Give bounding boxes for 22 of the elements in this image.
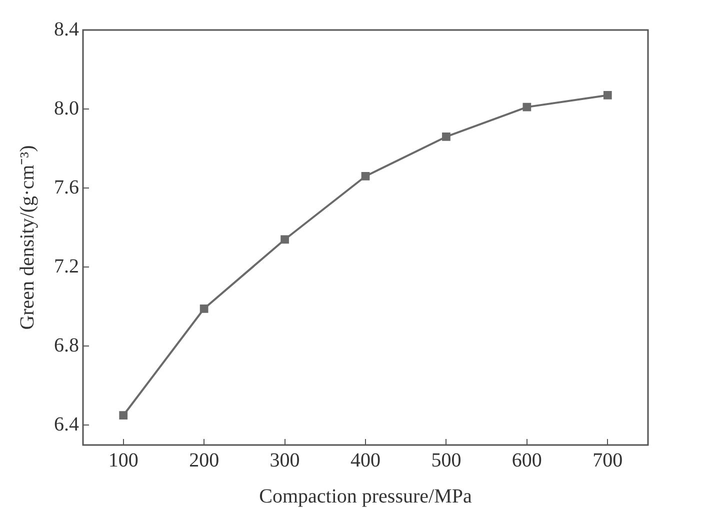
y-tick-label: 7.2 (54, 255, 79, 278)
y-tick-label: 6.4 (54, 413, 79, 436)
x-tick-label: 200 (189, 449, 220, 472)
x-tick-label: 500 (431, 449, 462, 472)
x-tick-label: 600 (512, 449, 542, 472)
x-axis-title: Compaction pressure/MPa (259, 485, 472, 508)
y-tick-label: 8.4 (54, 18, 79, 40)
y-tick-label: 7.6 (54, 176, 79, 198)
point (280, 235, 289, 244)
point (200, 304, 208, 313)
point (442, 132, 450, 141)
point (119, 411, 128, 420)
point (361, 172, 370, 180)
point (522, 102, 532, 112)
y-tick-label: 6.8 (54, 334, 79, 356)
x-tick-label: 400 (350, 449, 380, 472)
point (603, 91, 612, 100)
y-tick-label: 8.0 (54, 97, 79, 120)
y-axis-title: Green density/(g·cm⁻³) (16, 145, 38, 330)
x-tick-label: 100 (108, 449, 138, 472)
x-tick-label: 300 (270, 449, 300, 472)
x-tick-label: 700 (592, 449, 623, 472)
